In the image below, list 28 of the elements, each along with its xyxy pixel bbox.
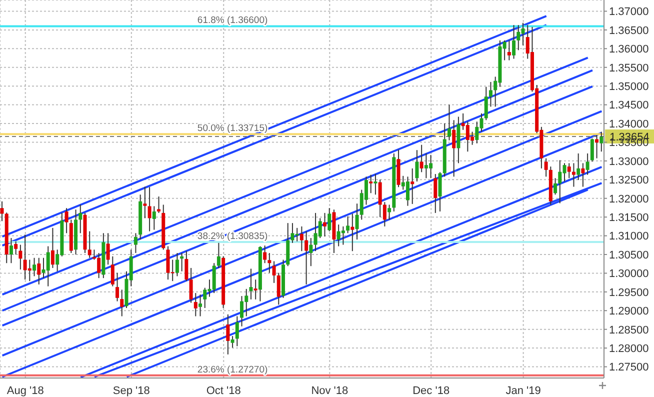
y-tick-label: 1.27500	[609, 362, 649, 374]
y-tick-label: 1.31000	[609, 230, 649, 243]
y-tick-label: 1.32000	[609, 193, 649, 206]
y-tick-label: 1.33000	[609, 156, 649, 168]
y-tick-label: 1.29000	[609, 306, 649, 318]
y-tick-label: 1.35500	[609, 62, 649, 74]
y-tick-label: 1.28500	[609, 324, 649, 336]
y-tick-label: 1.37000	[609, 6, 649, 18]
x-tick-label: Aug '18	[6, 384, 44, 397]
x-tick-label: Nov '18	[311, 384, 348, 397]
y-tick-label: 1.35000	[609, 80, 649, 93]
x-tick-label: Dec '18	[412, 384, 450, 397]
y-tick-label: 1.29500	[609, 286, 649, 299]
y-tick-label: 1.28000	[609, 342, 649, 355]
x-tick-label: Sep '18	[112, 384, 150, 397]
y-tick-label: 1.34500	[609, 100, 649, 112]
y-tick-label: 1.36500	[609, 24, 649, 37]
y-tick-label: 1.31500	[609, 212, 649, 224]
y-tick-label: 1.34000	[609, 118, 649, 130]
x-tick-label: Oct '18	[206, 384, 241, 397]
y-tick-label: 1.32500	[609, 174, 649, 187]
ref-line-label: 50.0% (1.33715)	[197, 123, 268, 134]
ref-line-label: 61.8% (1.36600)	[197, 15, 268, 26]
y-tick-label: 1.30500	[609, 249, 649, 262]
y-tick-label: 1.36000	[609, 44, 649, 56]
x-tick-label: Jan '19	[506, 384, 541, 397]
y-tick-label: 1.30000	[609, 268, 649, 280]
ref-line-label: 23.6% (1.27270)	[197, 364, 268, 376]
